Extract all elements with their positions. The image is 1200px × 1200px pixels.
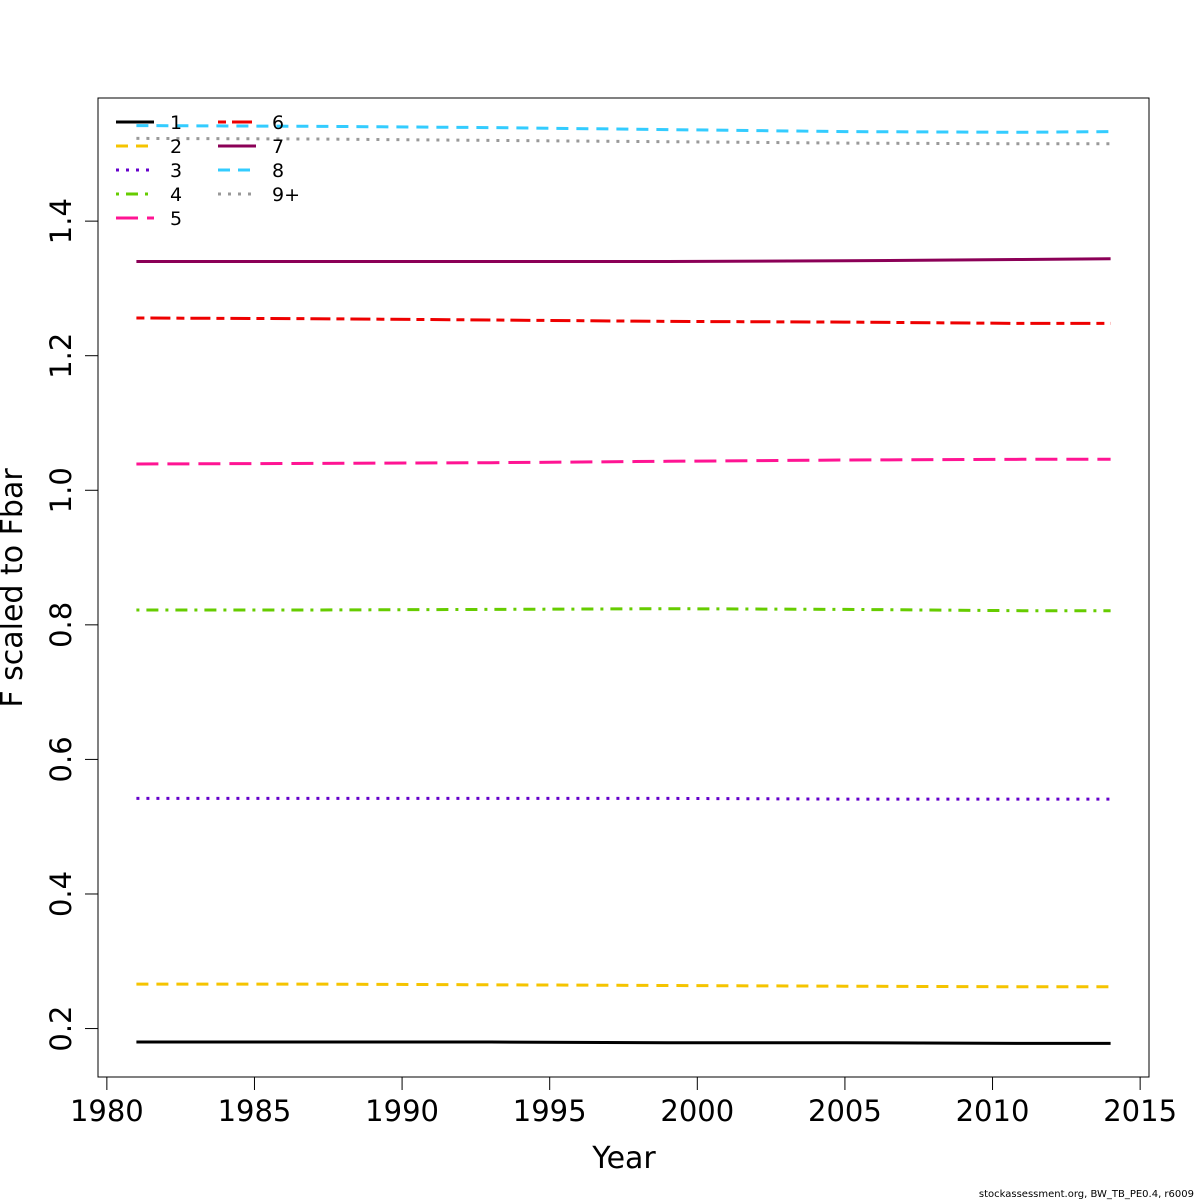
x-tick-label: 2000 <box>660 1094 734 1128</box>
series-line-2 <box>136 982 1111 989</box>
series-layer <box>136 124 1111 1045</box>
series-line-8 <box>136 124 1111 134</box>
legend-label-5: 5 <box>170 208 182 230</box>
legend-label-8: 8 <box>272 160 284 182</box>
legend-label-4: 4 <box>170 184 182 206</box>
x-tick-label: 1990 <box>365 1094 439 1128</box>
series-line-6 <box>136 316 1111 325</box>
legend-label-2: 2 <box>170 136 182 158</box>
x-axis-title: Year <box>591 1141 656 1176</box>
series-line-7 <box>136 257 1111 263</box>
x-tick-label: 1995 <box>513 1094 587 1128</box>
y-tick-label: 1.4 <box>44 198 78 244</box>
footer-credit: stockassessment.org, BW_TB_PE0.4, r6009 <box>979 1189 1194 1200</box>
legend-label-3: 3 <box>170 160 182 182</box>
legend-label-9: 9+ <box>272 184 300 206</box>
x-tick-label: 1985 <box>218 1094 292 1128</box>
y-axis-title: F scaled to Fbar <box>0 468 30 708</box>
x-tick-label: 2015 <box>1103 1094 1177 1128</box>
y-tick-label: 0.8 <box>44 602 78 648</box>
y-tick-label: 0.6 <box>44 736 78 782</box>
series-line-1 <box>136 1040 1111 1045</box>
y-tick-label: 0.4 <box>44 871 78 917</box>
y-axis: 0.2 0.4 0.6 0.8 1.0 1.2 1.4 <box>44 198 99 1052</box>
legend-label-1: 1 <box>170 112 182 134</box>
legend-label-7: 7 <box>272 136 284 158</box>
series-line-4 <box>136 607 1111 613</box>
series-line-5 <box>136 457 1111 466</box>
x-tick-label: 2005 <box>808 1094 882 1128</box>
x-axis: 1980 1985 1990 1995 2000 2005 2010 2015 <box>70 1076 1177 1128</box>
plot-frame <box>97 97 1150 1078</box>
x-tick-label: 2010 <box>956 1094 1030 1128</box>
y-tick-label: 1.0 <box>44 467 78 513</box>
x-tick-label: 1980 <box>70 1094 144 1128</box>
series-line-3 <box>136 796 1111 801</box>
legend-label-6: 6 <box>272 112 284 134</box>
y-tick-label: 1.2 <box>44 333 78 379</box>
series-line-9 <box>136 136 1111 146</box>
y-tick-label: 0.2 <box>44 1005 78 1051</box>
